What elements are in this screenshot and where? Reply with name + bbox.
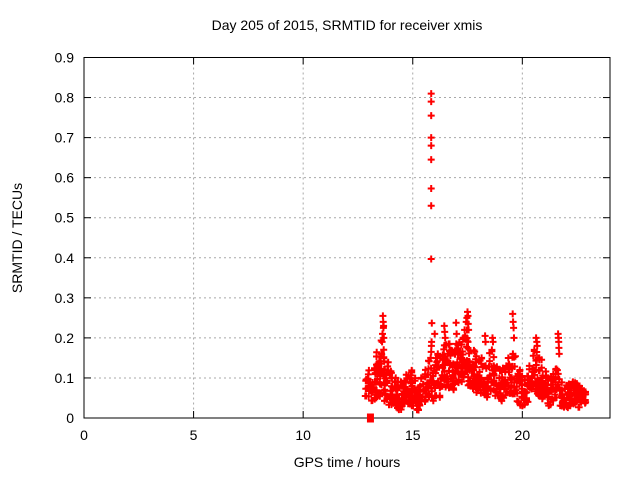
x-tick-label: 5 <box>190 427 198 443</box>
x-tick-labels: 0 5 10 15 20 <box>80 427 530 443</box>
x-tick-label: 0 <box>80 427 88 443</box>
x-tick-label: 10 <box>295 427 311 443</box>
x-axis-label: GPS time / hours <box>294 454 401 470</box>
y-tick-label: 0.6 <box>55 170 75 186</box>
gridlines <box>84 57 610 418</box>
x-tick-label: 15 <box>405 427 421 443</box>
y-axis-label: SRMTID / TECUs <box>9 183 25 293</box>
y-tick-label: 0.8 <box>55 90 75 106</box>
y-tick-labels: 0 0.1 0.2 0.3 0.4 0.5 0.6 0.7 0.8 0.9 <box>55 50 75 427</box>
y-tick-label: 0.5 <box>55 210 75 226</box>
y-tick-label: 0 <box>66 410 74 426</box>
y-tick-label: 0.7 <box>55 130 75 146</box>
cluster-points <box>361 308 590 414</box>
plot-border <box>83 57 611 419</box>
outlier-points <box>427 90 435 263</box>
y-tick-label: 0.9 <box>55 50 75 66</box>
y-tick-label: 0.1 <box>55 370 75 386</box>
y-tick-label: 0.4 <box>55 250 75 266</box>
chart-title: Day 205 of 2015, SRMTID for receiver xmi… <box>212 17 483 33</box>
axis-ticks <box>83 57 610 419</box>
x-tick-label: 20 <box>515 427 531 443</box>
y-tick-label: 0.3 <box>55 290 75 306</box>
y-tick-label: 0.2 <box>55 330 75 346</box>
zero-square-marker <box>366 413 374 423</box>
